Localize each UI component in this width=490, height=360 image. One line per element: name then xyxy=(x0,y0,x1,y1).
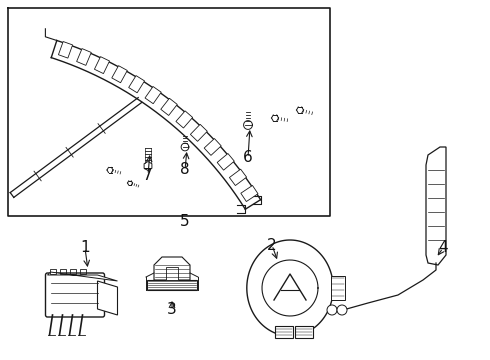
Polygon shape xyxy=(181,143,189,151)
Text: 1: 1 xyxy=(80,240,90,256)
Polygon shape xyxy=(241,185,258,202)
Polygon shape xyxy=(191,124,207,141)
Text: 6: 6 xyxy=(243,150,253,166)
Polygon shape xyxy=(129,76,145,93)
Polygon shape xyxy=(48,272,118,281)
Circle shape xyxy=(327,305,337,315)
FancyBboxPatch shape xyxy=(295,326,313,338)
Text: 8: 8 xyxy=(180,162,190,177)
Polygon shape xyxy=(426,147,446,265)
Polygon shape xyxy=(247,240,333,335)
Text: 3: 3 xyxy=(167,302,177,318)
Polygon shape xyxy=(217,153,234,170)
FancyBboxPatch shape xyxy=(331,276,345,300)
Circle shape xyxy=(337,305,347,315)
Polygon shape xyxy=(98,281,118,315)
Polygon shape xyxy=(244,121,252,129)
Polygon shape xyxy=(147,280,197,290)
FancyBboxPatch shape xyxy=(275,326,293,338)
Text: 4: 4 xyxy=(438,240,448,256)
Polygon shape xyxy=(58,41,73,58)
Text: 5: 5 xyxy=(180,215,190,230)
Polygon shape xyxy=(144,162,152,171)
Polygon shape xyxy=(204,139,221,156)
Polygon shape xyxy=(76,49,91,66)
Polygon shape xyxy=(145,86,161,104)
Text: 2: 2 xyxy=(267,238,277,252)
Polygon shape xyxy=(166,267,178,280)
Polygon shape xyxy=(176,111,193,128)
FancyBboxPatch shape xyxy=(46,273,104,317)
Polygon shape xyxy=(161,98,177,116)
Polygon shape xyxy=(229,169,246,185)
Text: 7: 7 xyxy=(143,167,153,183)
Polygon shape xyxy=(112,66,127,83)
Polygon shape xyxy=(95,57,110,73)
Polygon shape xyxy=(154,257,190,280)
